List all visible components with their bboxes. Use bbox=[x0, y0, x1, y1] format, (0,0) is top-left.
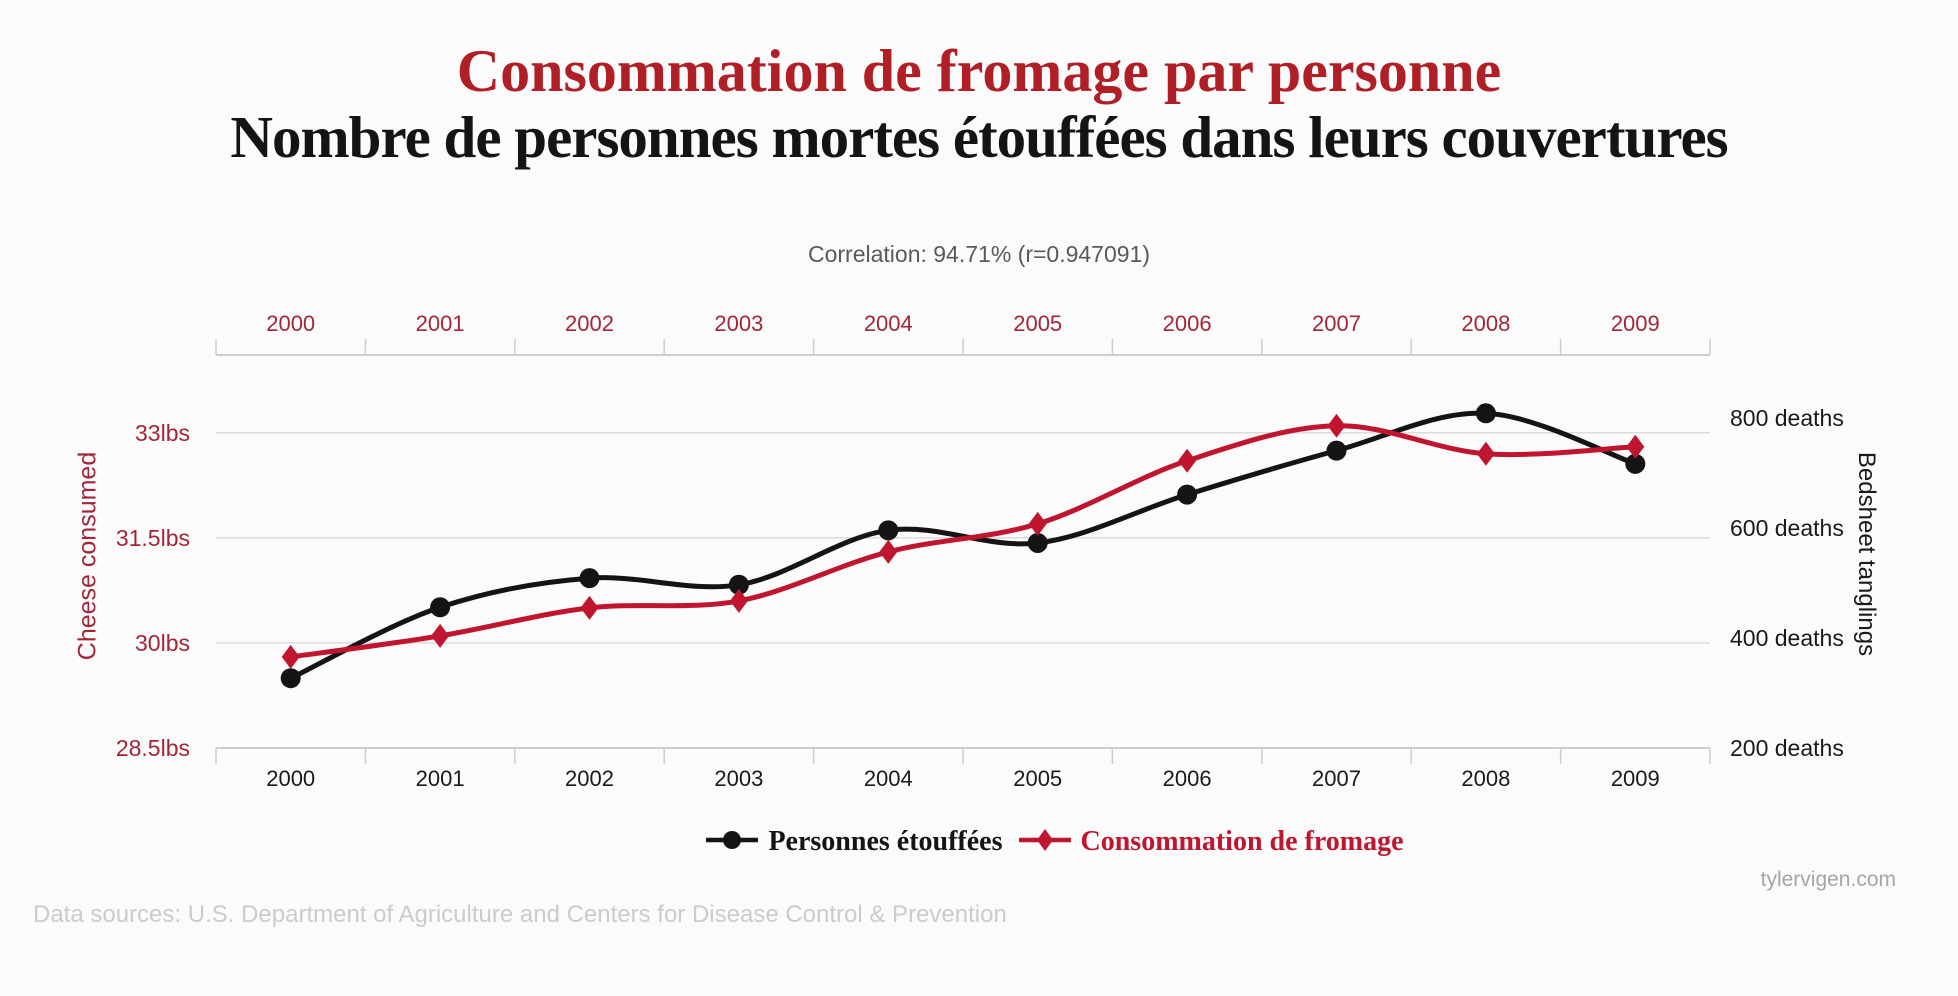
data-point bbox=[1028, 511, 1047, 536]
data-point bbox=[1625, 453, 1646, 474]
data-point bbox=[1327, 413, 1346, 438]
data-point bbox=[728, 574, 749, 595]
watermark-label: tylervigen.com bbox=[1760, 868, 1896, 891]
x-tick-label-bottom: 2002 bbox=[565, 766, 614, 791]
legend-label-cheese: Consommation de fromage bbox=[1080, 826, 1404, 857]
data-point bbox=[431, 623, 450, 648]
data-point bbox=[1178, 448, 1197, 473]
diamond-marker-icon bbox=[1036, 828, 1053, 851]
x-tick-label-bottom: 2009 bbox=[1611, 766, 1660, 791]
x-tick-label-bottom: 2005 bbox=[1013, 766, 1062, 791]
legend-label-deaths: Personnes étouffées bbox=[768, 826, 1003, 857]
data-point bbox=[1476, 441, 1495, 466]
data-point bbox=[281, 644, 300, 669]
x-tick-label-bottom: 2003 bbox=[714, 766, 763, 791]
data-point bbox=[1326, 440, 1347, 461]
x-tick-label-top: 2006 bbox=[1163, 311, 1212, 336]
x-tick-label-top: 2005 bbox=[1013, 311, 1062, 336]
y-tick-label-right: 200 deaths bbox=[1730, 735, 1844, 761]
x-tick-label-top: 2000 bbox=[266, 311, 315, 336]
correlation-label: Correlation: 94.71% (r=0.947091) bbox=[807, 241, 1150, 267]
y-tick-label-right: 400 deaths bbox=[1730, 625, 1844, 651]
page-title: Consommation de fromage par personne bbox=[456, 38, 1502, 104]
data-point bbox=[430, 597, 451, 618]
data-point bbox=[1027, 532, 1048, 553]
x-tick-label-top: 2009 bbox=[1611, 311, 1660, 336]
data-point bbox=[1475, 403, 1496, 424]
series-line-1 bbox=[288, 423, 1638, 660]
data-point bbox=[580, 595, 599, 620]
x-tick-label-bottom: 2008 bbox=[1461, 766, 1510, 791]
data-point bbox=[280, 668, 301, 689]
legend-sample-glyph bbox=[706, 830, 759, 849]
legend-line-circle-icon bbox=[704, 827, 760, 858]
legend-item-deaths: Personnes étouffées bbox=[704, 826, 1003, 858]
data-sources-label: Data sources: U.S. Department of Agricul… bbox=[33, 901, 1007, 928]
data-point bbox=[579, 568, 600, 589]
series-line-0 bbox=[288, 410, 1638, 681]
x-tick-label-top: 2007 bbox=[1312, 311, 1361, 336]
y-tick-label-left: 33lbs bbox=[135, 420, 190, 446]
x-tick-label-top: 2002 bbox=[565, 311, 614, 336]
x-tick-label-bottom: 2001 bbox=[416, 766, 465, 791]
legend: Personnes étouffées Consommation de from… bbox=[75, 826, 1958, 858]
data-point bbox=[878, 520, 899, 541]
data-point bbox=[1177, 484, 1198, 505]
x-tick-label-top: 2004 bbox=[864, 311, 913, 336]
x-tick-label-top: 2008 bbox=[1461, 311, 1510, 336]
data-point bbox=[729, 588, 748, 613]
data-point bbox=[879, 539, 898, 564]
y-tick-label-right: 600 deaths bbox=[1730, 515, 1844, 541]
y-tick-label-left: 31.5lbs bbox=[116, 525, 190, 551]
x-tick-label-bottom: 2004 bbox=[864, 766, 913, 791]
circle-marker-icon bbox=[723, 830, 742, 849]
data-point bbox=[1626, 434, 1645, 459]
legend-sample-glyph bbox=[1018, 828, 1071, 851]
x-tick-label-top: 2001 bbox=[416, 311, 465, 336]
x-tick-label-bottom: 2007 bbox=[1312, 766, 1361, 791]
legend-line-diamond-icon bbox=[1017, 827, 1073, 858]
page-subtitle: Nombre de personnes mortes étouffées dan… bbox=[230, 104, 1728, 170]
y-tick-label-left: 30lbs bbox=[135, 630, 190, 656]
y-tick-label-left: 28.5lbs bbox=[116, 735, 190, 761]
x-tick-label-bottom: 2006 bbox=[1163, 766, 1212, 791]
legend-item-cheese: Consommation de fromage bbox=[1017, 826, 1404, 858]
y-tick-label-right: 800 deaths bbox=[1730, 405, 1844, 431]
x-tick-label-bottom: 2000 bbox=[266, 766, 315, 791]
x-tick-label-top: 2003 bbox=[714, 311, 763, 336]
